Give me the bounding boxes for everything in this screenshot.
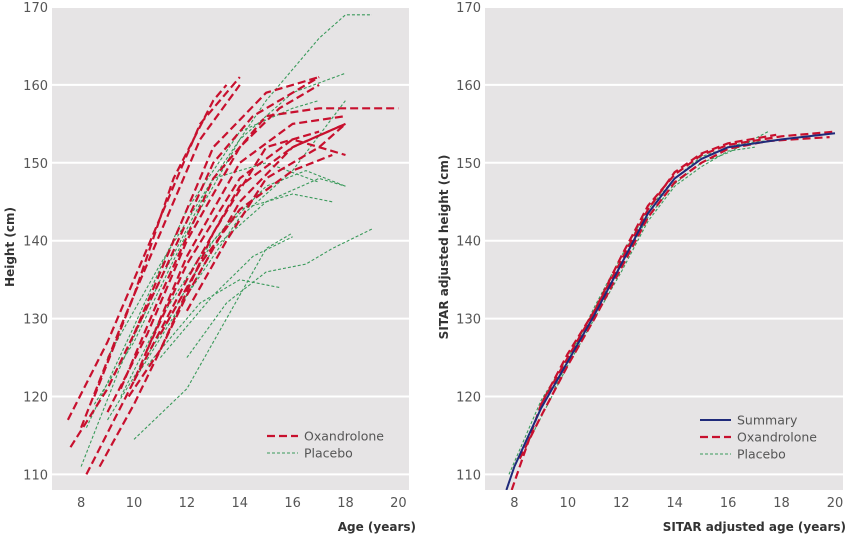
oxandrolone-curve [80,84,241,429]
oxandrolone-curve [540,133,777,405]
left-panel-height-by-age: 110 120 130 140 150 160 170 8 10 12 14 16 18 20 Oxandr… [3,1,416,534]
legend-label-placebo: Placebo [304,446,353,461]
y-tick-label: 120 [456,391,481,406]
y-tick-label: 140 [23,235,48,250]
placebo-curve [80,14,372,467]
legend-label-placebo: Placebo [737,447,786,462]
x-tick-label: 8 [510,496,518,511]
legend-label-summary: Summary [737,413,798,428]
x-axis-label: SITAR adjusted age (years) [663,520,846,534]
y-tick-label: 150 [23,157,48,172]
oxandrolone-curve [133,122,346,382]
oxandrolone-curve [127,130,320,398]
y-tick-label: 170 [456,1,481,16]
oxandrolone-curve [510,130,836,490]
x-tick-label: 14 [231,496,248,511]
y-tick-label: 110 [456,468,481,483]
x-tick-label: 18 [773,496,790,511]
x-axis-label: Age (years) [338,520,416,534]
placebo-curve [133,232,293,440]
oxandrolone-curve [106,83,320,413]
x-tick-label: 12 [613,496,630,511]
x-tick-label: 18 [337,496,354,511]
x-tick-label: 20 [827,496,844,511]
x-tick-label: 20 [390,496,407,511]
y-tick-label: 160 [23,79,48,94]
legend-label-oxandrolone: Oxandrolone [737,430,817,445]
x-tick-label: 8 [77,496,85,511]
y-axis-label: Height (cm) [3,207,17,287]
y-tick-label: 110 [23,468,48,483]
y-tick-label: 130 [456,313,481,328]
oxandrolone-curve [93,84,228,397]
oxandrolone-curve [85,115,346,475]
placebo-curve [173,177,346,319]
x-tick-label: 16 [284,496,301,511]
oxandrolone-curve [66,76,241,421]
placebo-curve [146,279,280,366]
placebo-curve [85,99,320,428]
y-tick-label: 130 [23,313,48,328]
x-tick-label: 14 [666,496,683,511]
y-axis-label: SITAR adjusted height (cm) [437,155,451,340]
y-tick-label: 140 [456,235,481,250]
y-tick-label: 150 [456,157,481,172]
y-tick-label: 170 [23,1,48,16]
placebo-curve [159,236,293,358]
oxandrolone-curve [146,138,346,351]
y-tick-label: 160 [456,79,481,94]
placebo-curve [107,162,320,358]
placebo-curve [186,228,373,358]
x-tick-label: 10 [560,496,577,511]
oxandrolone-curve [98,122,346,468]
placebo-curve [133,100,346,382]
oxandrolone-curve [185,123,347,312]
legend-label-oxandrolone: Oxandrolone [304,429,384,444]
series-lines [66,14,399,475]
x-tick-label: 16 [720,496,737,511]
summary-curve [505,132,836,490]
oxandrolone-curve [518,136,830,460]
plot-area [52,7,409,490]
series-lines [505,130,836,490]
right-panel-sitar-adjusted: 110 120 130 140 150 160 170 8 10 12 14 16 18 20 Summar… [437,1,846,534]
oxandrolone-curve [159,153,333,335]
oxandrolone-curve [132,76,320,335]
y-tick-label: 120 [23,391,48,406]
placebo-curve [107,170,346,421]
x-tick-label: 10 [126,496,143,511]
x-tick-label: 12 [179,496,196,511]
placebo-curve [93,72,346,405]
oxandrolone-curve [69,76,320,448]
oxandrolone-curve [119,107,399,390]
